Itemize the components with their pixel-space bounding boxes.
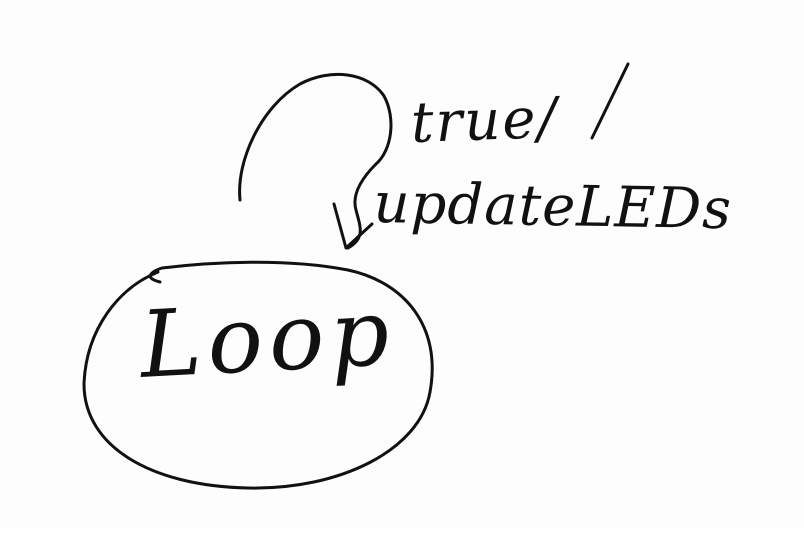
- transition-loop-arc: [238, 72, 393, 250]
- state-loop-label: Loop: [137, 278, 398, 399]
- transition-arrowhead: [332, 202, 374, 250]
- transition-guard-label: true/: [409, 85, 560, 156]
- state-loop-shape: [82, 260, 434, 490]
- guard-action-separator: [590, 62, 630, 140]
- transition-action-label: updateLEDs: [372, 171, 733, 243]
